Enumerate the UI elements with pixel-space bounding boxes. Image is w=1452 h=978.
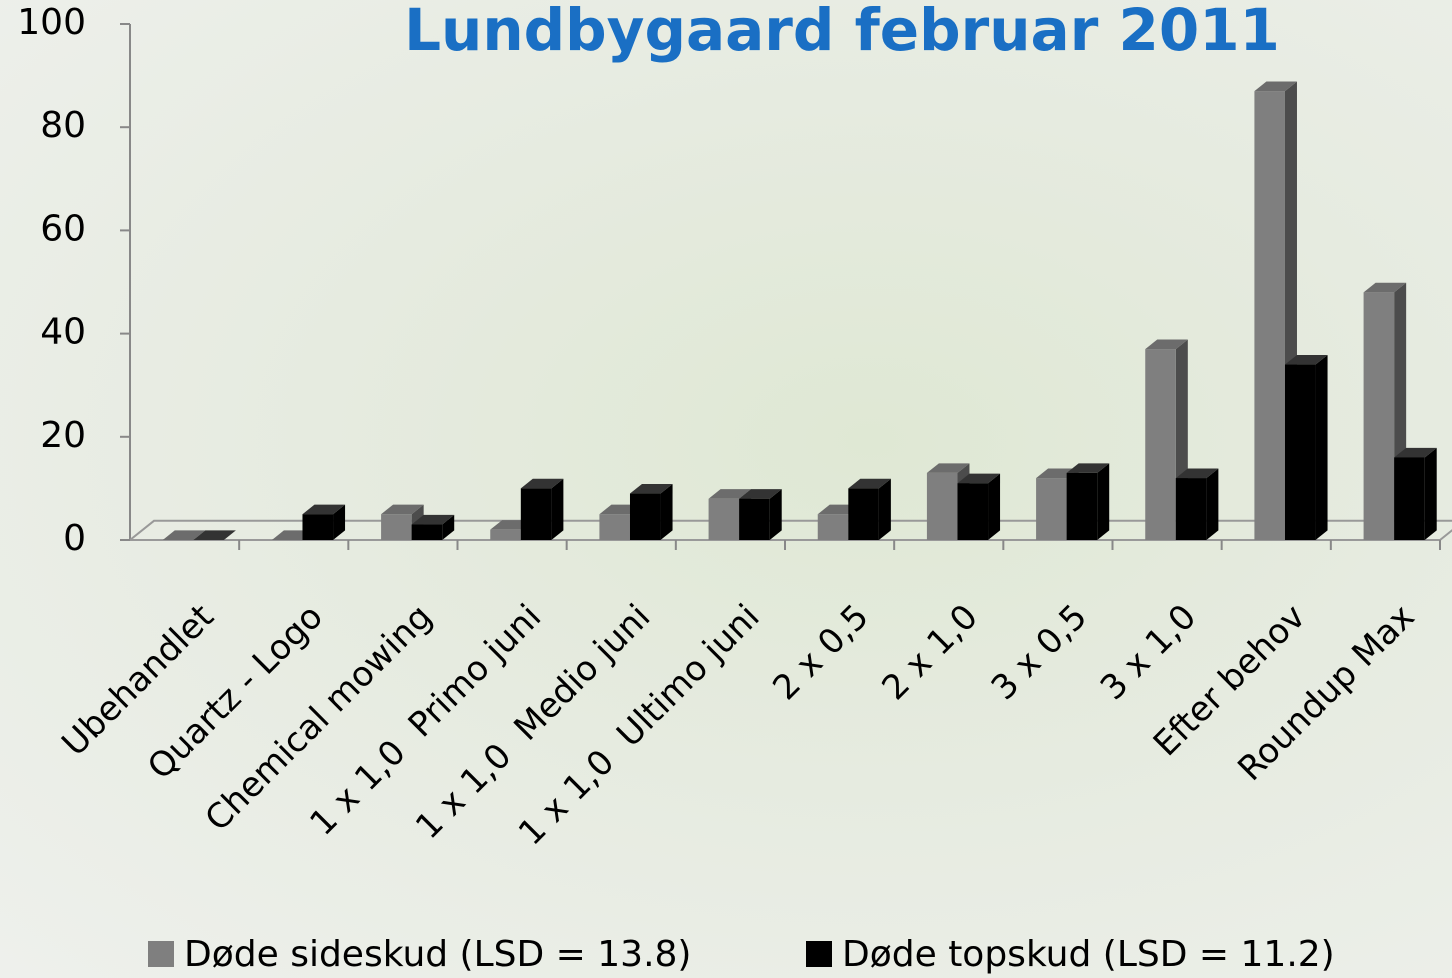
bar-side xyxy=(879,479,891,540)
y-tick-label: 40 xyxy=(40,312,86,353)
y-tick-label: 0 xyxy=(63,518,86,559)
y-tick-label: 100 xyxy=(17,2,86,43)
bar xyxy=(599,514,630,540)
y-tick-label: 60 xyxy=(40,208,86,249)
bar xyxy=(818,514,849,540)
x-tick-label: 2 x 0,5 xyxy=(765,597,876,708)
bar xyxy=(739,499,770,540)
legend-swatch xyxy=(806,941,832,967)
bar xyxy=(1364,292,1395,540)
legend-label: Døde sideskud (LSD = 13.8) xyxy=(184,934,691,975)
bar xyxy=(490,530,521,540)
bar-side xyxy=(988,474,1000,540)
chart-title: Lundbygaard februar 2011 xyxy=(404,0,1280,64)
bar-side xyxy=(551,479,563,540)
y-tick-label: 80 xyxy=(40,105,86,146)
bar xyxy=(927,473,958,540)
bar-side xyxy=(1425,448,1437,540)
x-tick-label: 3 x 1,0 xyxy=(1093,597,1204,708)
bar xyxy=(1145,349,1176,540)
bar xyxy=(709,499,740,540)
bar xyxy=(1285,365,1316,540)
page: Lundbygaard februar 2011 020406080100Ube… xyxy=(0,0,1452,978)
bar xyxy=(1394,457,1425,540)
bar xyxy=(1067,473,1098,540)
bar xyxy=(957,483,988,540)
x-tick-label: 3 x 0,5 xyxy=(984,597,1095,708)
bar xyxy=(521,488,552,540)
y-tick-label: 20 xyxy=(40,415,86,456)
x-tick-label: 2 x 1,0 xyxy=(875,597,986,708)
bar-side xyxy=(1206,468,1218,540)
bar-side xyxy=(661,484,673,540)
legend-label: Døde topskud (LSD = 11.2) xyxy=(842,934,1335,975)
bar xyxy=(1254,91,1285,540)
bar xyxy=(630,494,661,540)
chart: Lundbygaard februar 2011 020406080100Ube… xyxy=(0,0,1452,978)
bar xyxy=(1176,478,1207,540)
bar xyxy=(412,525,443,540)
bar xyxy=(1036,478,1067,540)
legend-swatch xyxy=(148,941,174,967)
bar-side xyxy=(1316,355,1328,540)
bar xyxy=(302,514,333,540)
bar xyxy=(848,488,879,540)
bar-side xyxy=(1097,463,1109,540)
bar xyxy=(381,514,412,540)
